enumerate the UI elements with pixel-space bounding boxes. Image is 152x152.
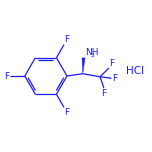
- Text: F: F: [65, 108, 70, 117]
- Text: F: F: [112, 74, 117, 83]
- Polygon shape: [82, 58, 85, 74]
- Text: F: F: [102, 89, 107, 98]
- Text: NH: NH: [85, 48, 98, 57]
- Text: F: F: [65, 35, 70, 44]
- Text: 2: 2: [90, 53, 94, 58]
- Text: F: F: [109, 59, 114, 68]
- Text: HCl: HCl: [126, 66, 144, 76]
- Text: F: F: [4, 71, 9, 81]
